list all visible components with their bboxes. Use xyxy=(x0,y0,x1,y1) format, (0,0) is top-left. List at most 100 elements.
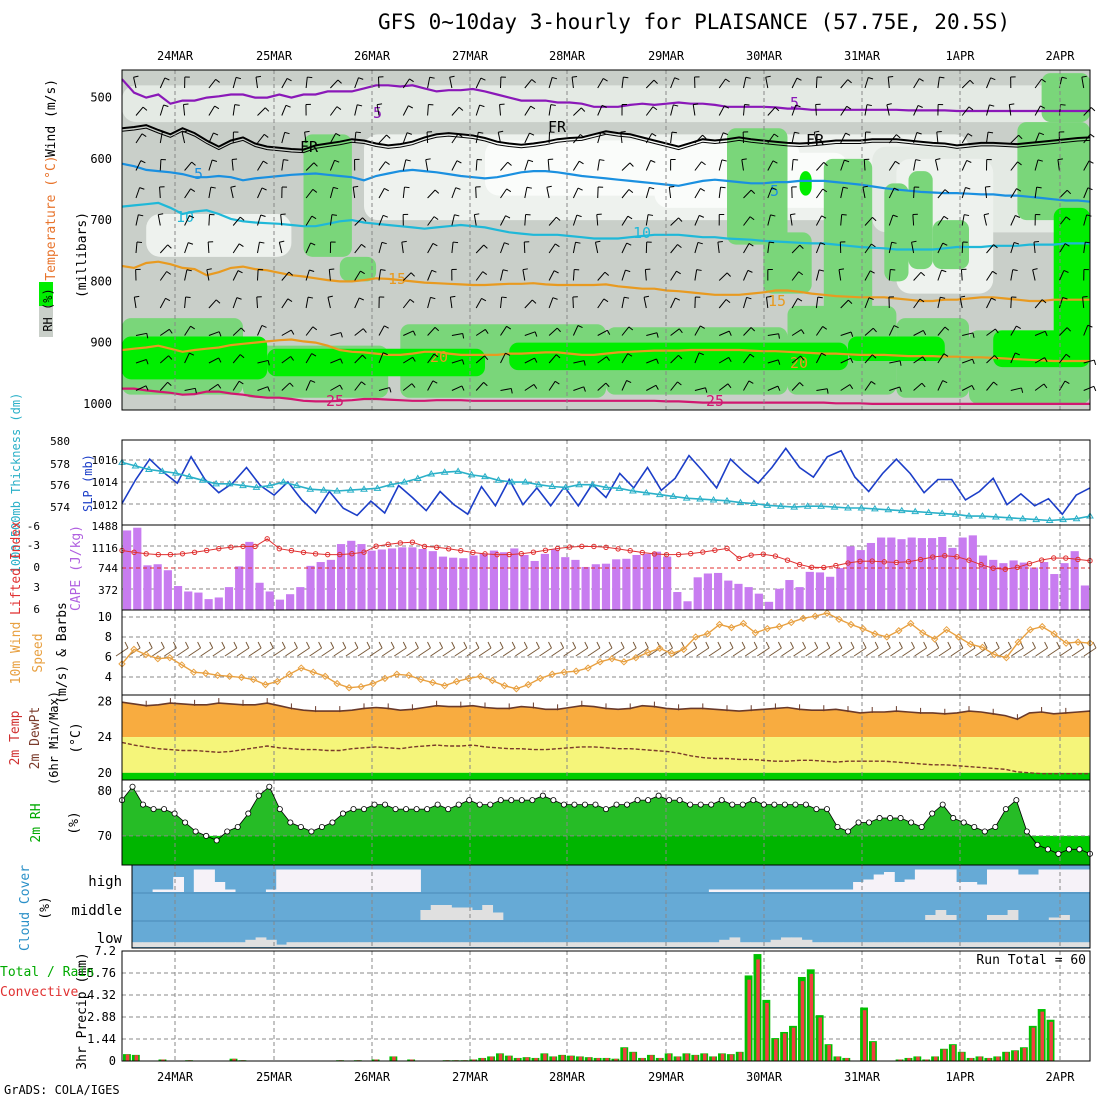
cloud-cell-low xyxy=(183,942,195,947)
wind-barb-flag xyxy=(140,160,146,164)
wind-barb-flag xyxy=(337,79,342,84)
wind-barb-flag xyxy=(624,296,630,299)
wind-barb-flag xyxy=(286,77,292,82)
cloud-cell-low xyxy=(966,942,978,947)
cloud-cell-low xyxy=(327,942,339,947)
wind-barb xyxy=(305,189,314,199)
wind-barb-10m-flag xyxy=(1007,641,1012,649)
wind-barb-flag xyxy=(194,388,197,394)
wind-barb xyxy=(815,188,824,199)
wind-barb-flag xyxy=(769,241,775,244)
wind-barb-10m-flag xyxy=(330,641,335,649)
li-marker xyxy=(978,562,984,568)
temp-tick-label: 20 xyxy=(98,766,112,780)
wind-barb-flag xyxy=(230,185,236,188)
date-tick-label-bottom: 27MAR xyxy=(452,1070,489,1084)
wind-barb-10m-flag xyxy=(390,641,395,649)
wind-barb xyxy=(135,385,147,391)
rh-legend-swatch-grey xyxy=(39,306,53,337)
wind-barb xyxy=(815,326,824,336)
wind-barb xyxy=(840,357,851,364)
wind-barb-flag xyxy=(892,214,898,218)
wind-barb xyxy=(791,244,801,254)
wind-barb xyxy=(305,77,308,89)
wind-barb-10m xyxy=(611,647,625,657)
wind-barb-flag xyxy=(553,270,559,274)
wind-barb xyxy=(524,105,532,116)
rh-green-blob xyxy=(509,342,848,371)
cloud-cell-high xyxy=(729,889,741,892)
wind-barb xyxy=(232,380,240,391)
thickness-marker xyxy=(696,495,704,502)
wind-barb xyxy=(354,217,363,226)
date-tick-label-bottom: 31MAR xyxy=(844,1070,881,1084)
wind-speed-marker xyxy=(715,620,724,629)
wind-barb-10m xyxy=(236,647,250,657)
rh-marker xyxy=(382,801,389,808)
isotherm-line-double xyxy=(121,127,1091,154)
thickness-marker xyxy=(521,478,530,485)
precip-bar-convective xyxy=(898,1059,902,1061)
cape-bar xyxy=(673,592,682,610)
cloud-cell-low xyxy=(801,939,813,947)
cloud-cell-low xyxy=(1069,942,1081,947)
cloud-cell-low xyxy=(471,942,483,947)
cloud-cell-low xyxy=(770,939,782,947)
cloud-cell-low xyxy=(142,942,154,947)
wind-barb xyxy=(840,331,852,336)
rh-green-blob xyxy=(848,336,945,361)
rh-marker xyxy=(1044,846,1051,853)
wind-barb-flag xyxy=(673,104,679,107)
cloud-row-label: low xyxy=(97,931,123,947)
wind-barb xyxy=(281,298,289,309)
rh-marker xyxy=(476,801,483,808)
rh-marker xyxy=(666,797,673,804)
wind-barb xyxy=(888,214,894,226)
wind-barb xyxy=(403,356,413,364)
wind-barb xyxy=(1059,327,1068,336)
wind-barb-flag xyxy=(528,159,534,163)
wind-barb xyxy=(596,214,599,226)
wind-barb-flag xyxy=(240,327,245,332)
wind-barb-flag xyxy=(1062,297,1068,300)
wind-barb-flag xyxy=(239,216,245,221)
wind-barb xyxy=(1058,270,1065,281)
wind-barb xyxy=(402,132,408,144)
wind-barb-flag xyxy=(238,243,244,247)
wind-barb-flag xyxy=(674,77,680,81)
thickness-marker xyxy=(884,505,893,513)
wind-barb-flag xyxy=(552,76,558,80)
wind-barb xyxy=(961,160,968,171)
wind-barb xyxy=(181,132,186,144)
cape-bar xyxy=(693,577,702,610)
wind-barb xyxy=(354,77,359,89)
wind-speed-marker xyxy=(429,678,437,687)
wind-barb-10m-flag xyxy=(148,641,153,649)
wind-barb-flag xyxy=(522,268,528,271)
wind-barb-flag xyxy=(1057,158,1063,161)
wind-speed-marker xyxy=(560,668,568,676)
wind-speed-marker xyxy=(285,670,294,678)
precip-bar-convective xyxy=(987,1058,991,1061)
wind-barb-flag xyxy=(893,325,899,329)
wind-barb-10m-flag xyxy=(814,641,819,649)
precip-bar-convective xyxy=(791,1027,796,1061)
wind-speed-marker xyxy=(321,672,329,681)
cloud-row-label: high xyxy=(88,874,122,890)
rh-marker xyxy=(182,819,189,826)
precip-bar-convective xyxy=(596,1058,600,1061)
wind-barb-flag xyxy=(726,272,731,277)
wind-speed-marker xyxy=(679,645,688,654)
wind-barb xyxy=(815,76,818,89)
rh-marker xyxy=(687,801,694,808)
cloud-cell-low xyxy=(461,942,473,947)
wind-barb xyxy=(427,297,431,309)
wind-barb xyxy=(962,332,974,336)
precip-bar-convective xyxy=(800,981,805,1061)
cloud-cell-high xyxy=(152,889,164,892)
wind-speed-marker xyxy=(727,623,736,632)
cape-bar xyxy=(265,591,274,610)
wind-speed-marker xyxy=(476,672,485,681)
wind-barb xyxy=(354,270,361,281)
wind-barb-flag xyxy=(777,385,781,391)
